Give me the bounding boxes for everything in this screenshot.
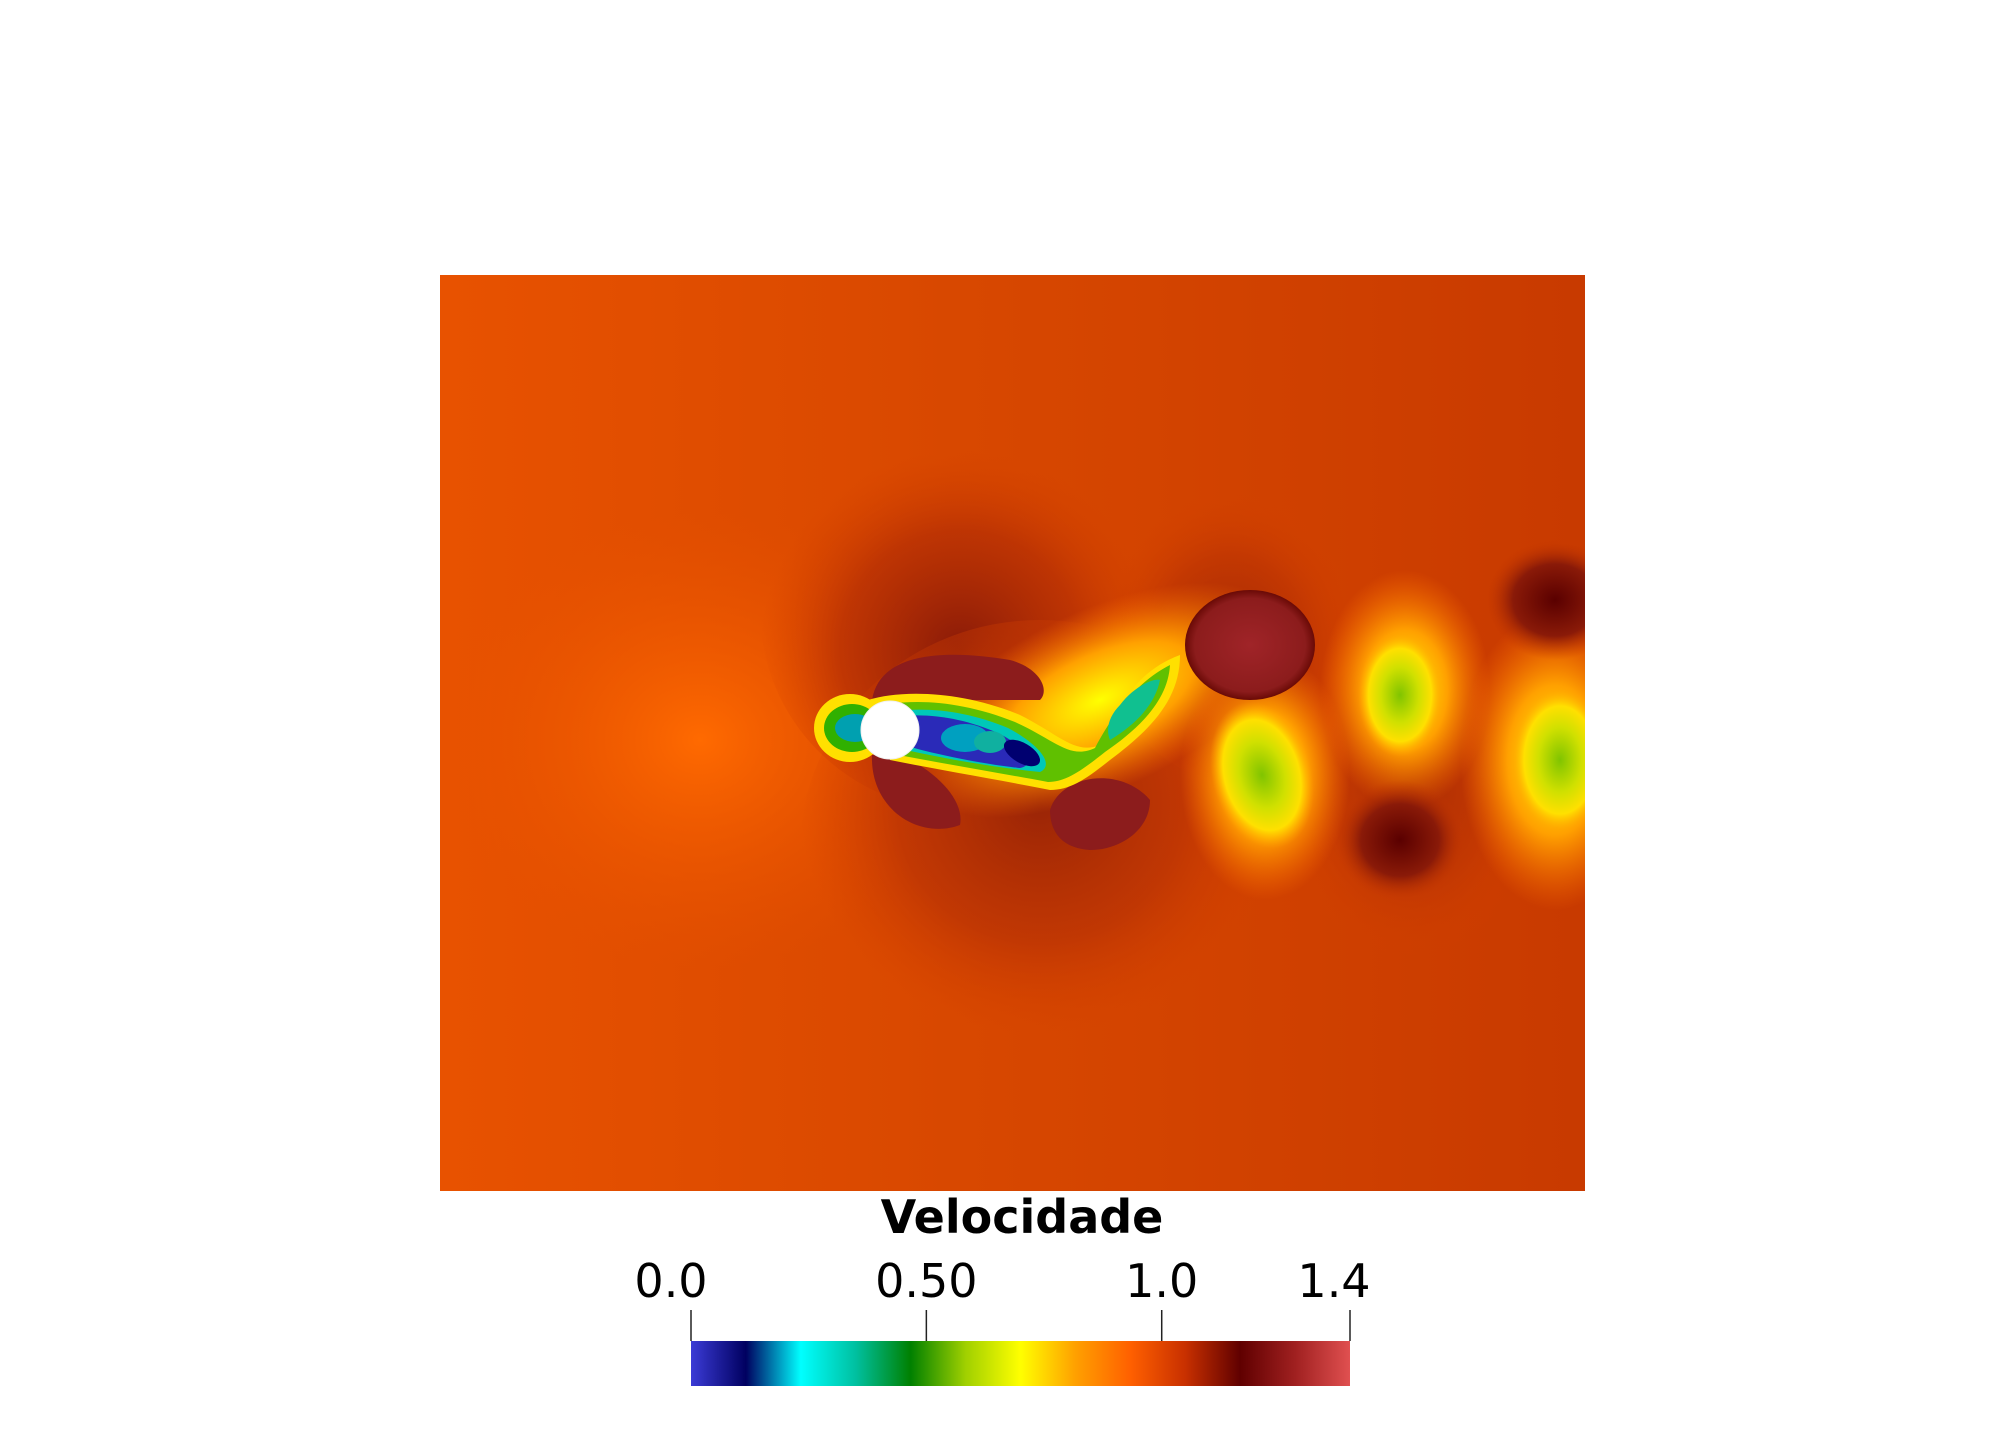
colorbar-tick-label: 1.4 (1297, 1254, 1371, 1308)
velocity-contour-field (440, 275, 1585, 1191)
colorbar-ticks (690, 1310, 1351, 1341)
colorbar-tick-label: 0.0 (634, 1254, 708, 1308)
colorbar-title: Velocidade (880, 1190, 1164, 1244)
colorbar (690, 1310, 1351, 1386)
colorbar-gradient (691, 1341, 1350, 1386)
colorbar-tick-label: 1.0 (1125, 1254, 1199, 1308)
cylinder-obstacle (860, 700, 920, 760)
colorbar-tick-label: 0.50 (875, 1254, 978, 1308)
